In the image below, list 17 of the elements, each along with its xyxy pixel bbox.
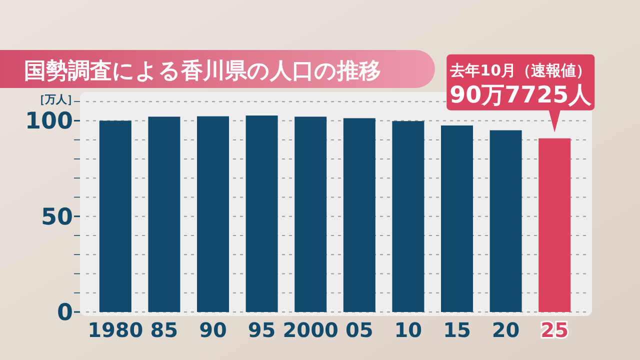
picture-callout: 去年10月（速報値） 90万7725人	[446, 54, 595, 132]
annotation: 去年10月（速報値） 90万7725人	[449, 61, 593, 108]
x-tick-label: 2000	[282, 318, 338, 342]
y-tick-label: 0	[56, 300, 73, 326]
x-tick-label: 15	[443, 318, 471, 342]
y-tick-label: 100	[24, 108, 73, 135]
x-tick-label: 90	[199, 318, 227, 342]
x-tick-label: 85	[150, 318, 178, 342]
x-tick-label: 10	[394, 318, 422, 342]
x-tick-label: 25	[540, 318, 569, 342]
chart-title: 国勢調査による香川県の人口の推移	[24, 58, 381, 84]
y-tick-label: 50	[40, 204, 73, 230]
x-tick-label: 95	[248, 318, 276, 342]
x-tick-label: 1980	[88, 318, 144, 342]
x-tick-label: 05	[345, 318, 374, 342]
x-tick-label: 20	[492, 318, 520, 342]
y-axis-title: ［万人］	[34, 93, 78, 106]
